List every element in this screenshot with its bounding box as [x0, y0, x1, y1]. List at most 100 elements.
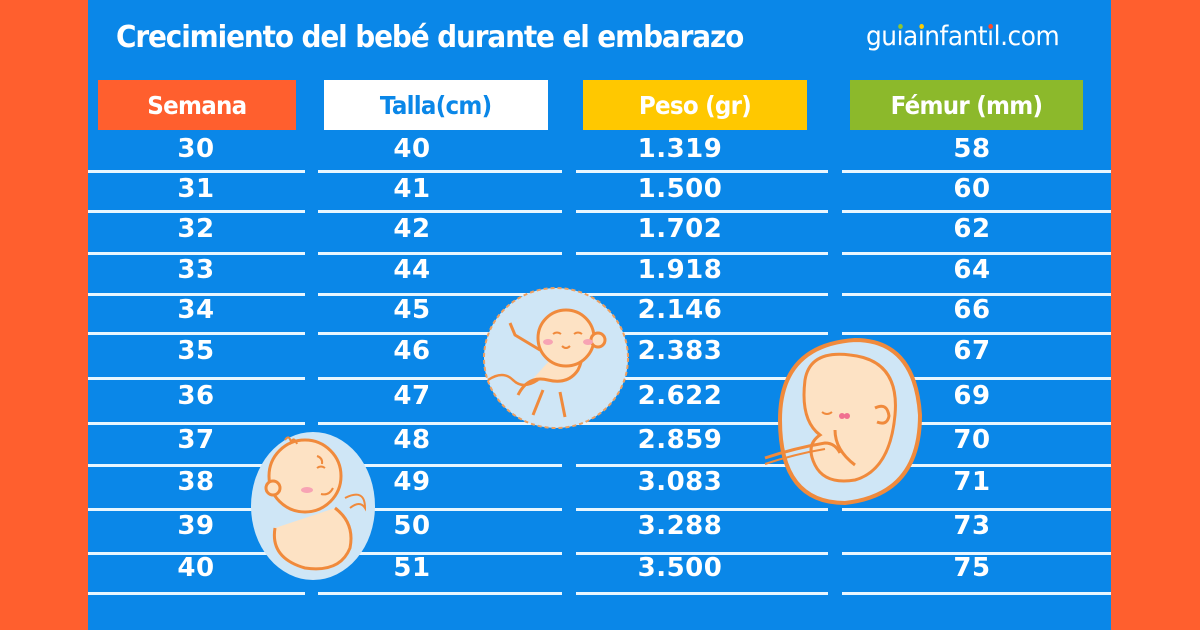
- table-cell-semana: 39: [177, 511, 215, 541]
- table-cell-femur: 66: [953, 295, 991, 325]
- logo-dot-red: [988, 24, 994, 29]
- row-divider: [88, 552, 305, 555]
- embryo-curled-icon: [764, 337, 923, 506]
- row-divider: [842, 422, 1111, 425]
- page-title: Crecimiento del bebé durante el embarazo: [116, 20, 744, 55]
- table-cell-femur: 69: [953, 381, 991, 411]
- column-header-peso: Peso (gr): [583, 80, 807, 130]
- table-cell-talla: 48: [393, 425, 431, 455]
- row-divider: [88, 592, 305, 595]
- row-divider: [576, 508, 828, 511]
- table-cell-semana: 34: [177, 295, 215, 325]
- table-cell-peso: 1.702: [637, 214, 723, 244]
- table-cell-talla: 46: [393, 336, 431, 366]
- table-cell-peso: 3.288: [637, 511, 723, 541]
- row-divider: [88, 252, 305, 255]
- table-cell-peso: 2.146: [637, 295, 723, 325]
- table-cell-semana: 36: [177, 381, 215, 411]
- row-divider: [576, 422, 828, 425]
- row-divider: [318, 422, 562, 425]
- table-cell-peso: 2.622: [637, 381, 723, 411]
- row-divider: [576, 252, 828, 255]
- row-divider: [842, 293, 1111, 296]
- table-cell-semana: 38: [177, 467, 215, 497]
- row-divider: [842, 552, 1111, 555]
- table-cell-talla: 44: [393, 255, 431, 285]
- table-cell-talla: 41: [393, 174, 431, 204]
- row-divider: [576, 464, 828, 467]
- row-divider: [88, 210, 305, 213]
- row-divider: [318, 170, 562, 173]
- table-cell-peso: 2.859: [637, 425, 723, 455]
- table-cell-semana: 37: [177, 425, 215, 455]
- table-cell-femur: 58: [953, 134, 991, 164]
- table-cell-femur: 64: [953, 255, 991, 285]
- logo-dot-yellow: [919, 24, 924, 29]
- logo-dot-green: [897, 24, 903, 29]
- table-cell-talla: 47: [393, 381, 431, 411]
- table-cell-femur: 70: [953, 425, 991, 455]
- row-divider: [318, 210, 562, 213]
- row-divider: [576, 332, 828, 335]
- table-cell-peso: 1.500: [637, 174, 723, 204]
- table-cell-semana: 33: [177, 255, 215, 285]
- row-divider: [318, 552, 562, 555]
- table-cell-talla: 42: [393, 214, 431, 244]
- column-header-femur: Fémur (mm): [850, 80, 1083, 130]
- column-header-semana: Semana: [98, 80, 296, 130]
- row-divider: [88, 293, 305, 296]
- row-divider: [88, 332, 305, 335]
- row-divider: [842, 332, 1111, 335]
- row-divider: [576, 170, 828, 173]
- embryo-waving-icon: [483, 287, 629, 429]
- row-divider: [318, 508, 562, 511]
- column-header-talla: Talla(cm): [324, 80, 548, 130]
- table-cell-femur: 60: [953, 174, 991, 204]
- table-cell-femur: 71: [953, 467, 991, 497]
- row-divider: [576, 293, 828, 296]
- table-cell-peso: 1.319: [637, 134, 723, 164]
- table-cell-femur: 73: [953, 511, 991, 541]
- table-cell-semana: 32: [177, 214, 215, 244]
- row-divider: [88, 464, 305, 467]
- row-divider: [842, 592, 1111, 595]
- table-cell-peso: 3.500: [637, 553, 723, 583]
- brand-logo: gui ai nfanti l.com: [866, 21, 1060, 52]
- row-divider: [842, 508, 1111, 511]
- row-divider: [842, 464, 1111, 467]
- table-cell-talla: 51: [393, 553, 431, 583]
- row-divider: [842, 210, 1111, 213]
- table-cell-femur: 75: [953, 553, 991, 583]
- row-divider: [88, 377, 305, 380]
- table-cell-semana: 30: [177, 134, 215, 164]
- table-cell-talla: 40: [393, 134, 431, 164]
- row-divider: [318, 377, 562, 380]
- row-divider: [842, 377, 1111, 380]
- table-cell-peso: 2.383: [637, 336, 723, 366]
- row-divider: [842, 252, 1111, 255]
- table-cell-peso: 1.918: [637, 255, 723, 285]
- table-cell-femur: 62: [953, 214, 991, 244]
- row-divider: [318, 592, 562, 595]
- row-divider: [576, 592, 828, 595]
- table-cell-talla: 45: [393, 295, 431, 325]
- table-cell-peso: 3.083: [637, 467, 723, 497]
- embryo-sleeping-icon: [251, 432, 375, 580]
- table-cell-talla: 50: [393, 511, 431, 541]
- table-cell-semana: 40: [177, 553, 215, 583]
- row-divider: [318, 293, 562, 296]
- row-divider: [88, 508, 305, 511]
- row-divider: [576, 552, 828, 555]
- table-cell-talla: 49: [393, 467, 431, 497]
- row-divider: [318, 252, 562, 255]
- row-divider: [842, 170, 1111, 173]
- table-cell-femur: 67: [953, 336, 991, 366]
- table-cell-semana: 31: [177, 174, 215, 204]
- table-cell-semana: 35: [177, 336, 215, 366]
- row-divider: [318, 332, 562, 335]
- row-divider: [88, 422, 305, 425]
- row-divider: [576, 210, 828, 213]
- row-divider: [576, 377, 828, 380]
- row-divider: [318, 464, 562, 467]
- row-divider: [88, 170, 305, 173]
